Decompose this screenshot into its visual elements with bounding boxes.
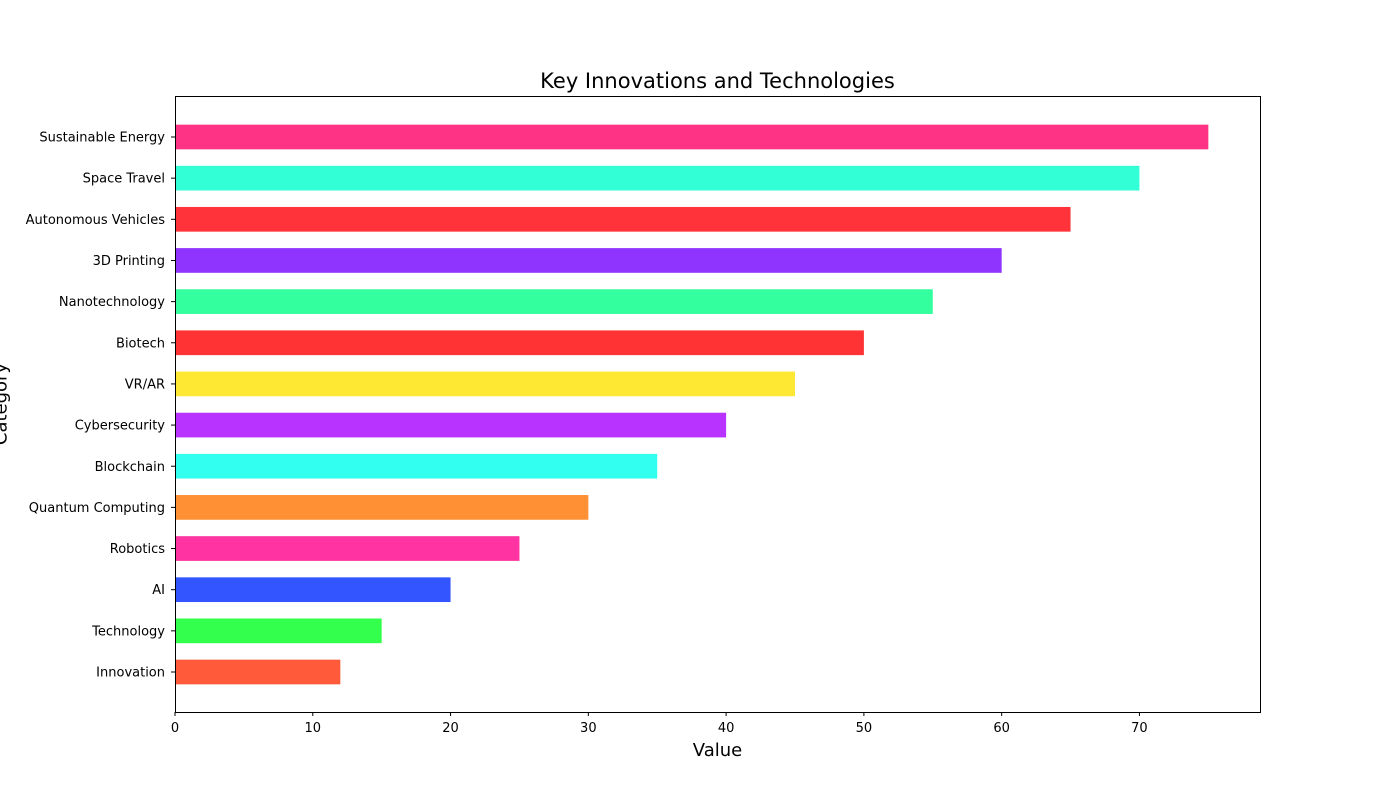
bar-quantum-computing xyxy=(175,495,589,520)
bar-space-travel xyxy=(175,165,1140,191)
y-tick-label-ai: AI xyxy=(152,583,165,598)
y-tick-label-biotech: Biotech xyxy=(116,336,165,351)
y-axis: Innovation Technology AI Robotics Quantum Co… xyxy=(26,131,175,681)
y-tick-label-3d-printing: 3D Printing xyxy=(93,254,165,269)
bar-3d-printing xyxy=(175,248,1002,273)
y-axis-title: Category xyxy=(0,363,11,446)
chart-title: Key Innovations and Technologies xyxy=(540,69,895,93)
bar-cybersecurity xyxy=(175,412,727,438)
bar-innovation xyxy=(175,659,341,685)
y-tick-label-vr-ar: VR/AR xyxy=(125,377,165,392)
bar-blockchain xyxy=(175,453,658,479)
x-tick-label-60: 60 xyxy=(993,721,1010,736)
x-tick-label-70: 70 xyxy=(1131,721,1148,736)
bar-nanotechnology xyxy=(175,289,933,314)
bar-autonomous-vehicles xyxy=(175,206,1071,232)
x-tick-label-0: 0 xyxy=(171,721,179,736)
bar-technology xyxy=(175,618,382,644)
bars-group xyxy=(175,124,1209,685)
x-tick-label-30: 30 xyxy=(580,721,597,736)
x-tick-label-50: 50 xyxy=(856,721,873,736)
y-tick-label-autonomous-vehicles: Autonomous Vehicles xyxy=(26,213,166,228)
bar-ai xyxy=(175,577,451,603)
x-axis-title: Value xyxy=(693,740,742,761)
y-tick-label-sustainable-energy: Sustainable Energy xyxy=(39,131,165,146)
y-tick-label-technology: Technology xyxy=(91,624,165,639)
plot-frame xyxy=(175,96,1261,713)
y-tick-label-robotics: Robotics xyxy=(110,542,165,557)
x-axis: 0 10 20 30 40 50 60 70 xyxy=(171,712,1148,736)
y-tick-label-nanotechnology: Nanotechnology xyxy=(59,295,165,310)
x-tick-label-20: 20 xyxy=(442,721,459,736)
bar-biotech xyxy=(175,330,864,356)
x-tick-label-10: 10 xyxy=(305,721,322,736)
y-tick-label-quantum-computing: Quantum Computing xyxy=(29,501,165,516)
bar-sustainable-energy xyxy=(175,124,1209,150)
y-tick-label-blockchain: Blockchain xyxy=(95,460,165,475)
y-tick-label-innovation: Innovation xyxy=(96,666,165,681)
y-tick-label-space-travel: Space Travel xyxy=(83,172,165,187)
x-tick-label-40: 40 xyxy=(718,721,735,736)
bar-robotics xyxy=(175,536,520,561)
bar-vr-ar xyxy=(175,371,795,397)
y-tick-label-cybersecurity: Cybersecurity xyxy=(75,419,166,434)
